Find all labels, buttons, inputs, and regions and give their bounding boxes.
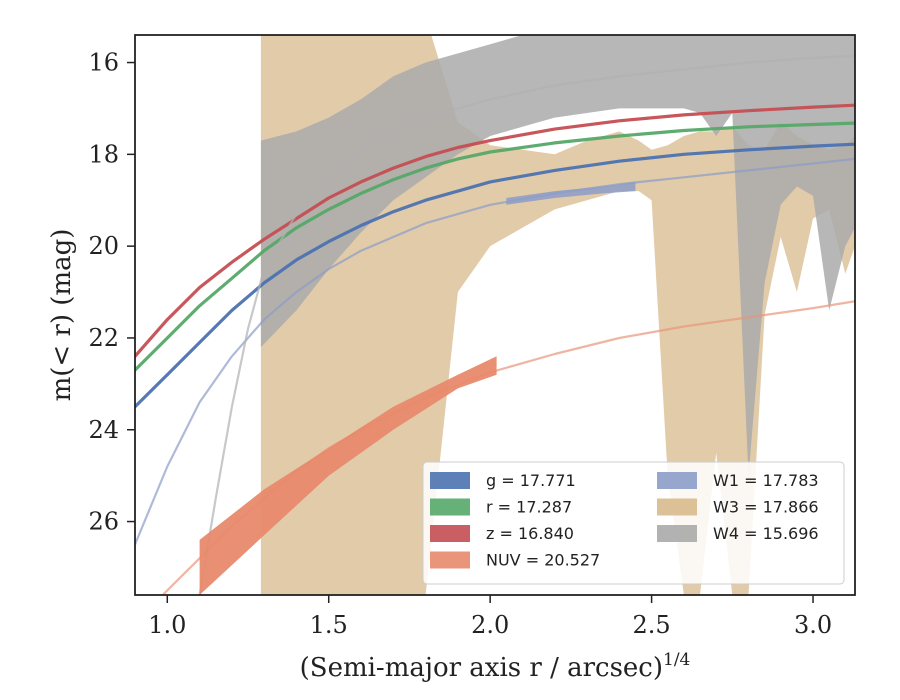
y-axis-ticks: 16 18 20 22 24 26 bbox=[88, 49, 135, 536]
x-tick-label: 3.0 bbox=[794, 611, 832, 639]
series-line-w1 bbox=[135, 157, 855, 546]
legend-swatch-r bbox=[430, 498, 470, 516]
legend: g = 17.771 r = 17.287 z = 16.840 NUV = 20.5… bbox=[422, 461, 845, 585]
series-line-g bbox=[135, 142, 855, 409]
legend-label-g: g = 17.771 bbox=[486, 471, 576, 490]
highlight-layer bbox=[199, 181, 636, 595]
series-line-r bbox=[135, 121, 855, 372]
y-tick-label: 16 bbox=[88, 49, 119, 77]
y-tick-label: 26 bbox=[88, 508, 119, 536]
x-tick-label: 2.5 bbox=[633, 611, 671, 639]
legend-label-w3: W3 = 17.866 bbox=[713, 498, 819, 517]
y-tick-label: 18 bbox=[88, 140, 119, 168]
band-w4 bbox=[260, 35, 855, 476]
x-axis-title-exponent: 1/4 bbox=[663, 650, 690, 670]
legend-label-r: r = 17.287 bbox=[486, 498, 572, 517]
plot-frame bbox=[134, 34, 856, 596]
series-line-w4 bbox=[198, 54, 855, 595]
legend-label-w4: W4 = 15.696 bbox=[713, 524, 819, 543]
x-axis-ticks: 1.0 1.5 2.0 2.5 3.0 bbox=[148, 595, 832, 639]
legend-label-w1: W1 = 17.783 bbox=[713, 471, 819, 490]
legend-swatch-z bbox=[430, 525, 470, 542]
legend-swatch-nuv bbox=[430, 551, 470, 569]
highlight-nuv bbox=[199, 356, 497, 595]
legend-swatch-w3 bbox=[657, 498, 697, 516]
highlight-w1 bbox=[506, 181, 636, 205]
y-axis-title: m(< r) (mag) bbox=[47, 229, 77, 402]
legend-swatch-w4 bbox=[657, 525, 697, 542]
legend-entries: g = 17.771 r = 17.287 z = 16.840 NUV = 20.5… bbox=[430, 471, 819, 570]
x-tick-label: 1.0 bbox=[148, 611, 186, 639]
legend-label-nuv: NUV = 20.527 bbox=[486, 551, 600, 570]
series-line-z bbox=[135, 103, 855, 358]
legend-label-z: z = 16.840 bbox=[486, 524, 574, 543]
legend-swatch-g bbox=[430, 472, 470, 489]
x-tick-label: 1.5 bbox=[310, 611, 348, 639]
y-tick-label: 20 bbox=[88, 232, 119, 260]
legend-swatch-w1 bbox=[657, 472, 697, 489]
legend-box bbox=[422, 461, 845, 585]
x-axis-title: (Semi-major axis r / arcsec)1/4 bbox=[300, 650, 691, 683]
x-axis-title-main: (Semi-major axis r / arcsec) bbox=[300, 653, 663, 683]
y-tick-label: 24 bbox=[88, 416, 119, 444]
y-tick-label: 22 bbox=[88, 324, 119, 352]
x-tick-label: 2.0 bbox=[471, 611, 509, 639]
